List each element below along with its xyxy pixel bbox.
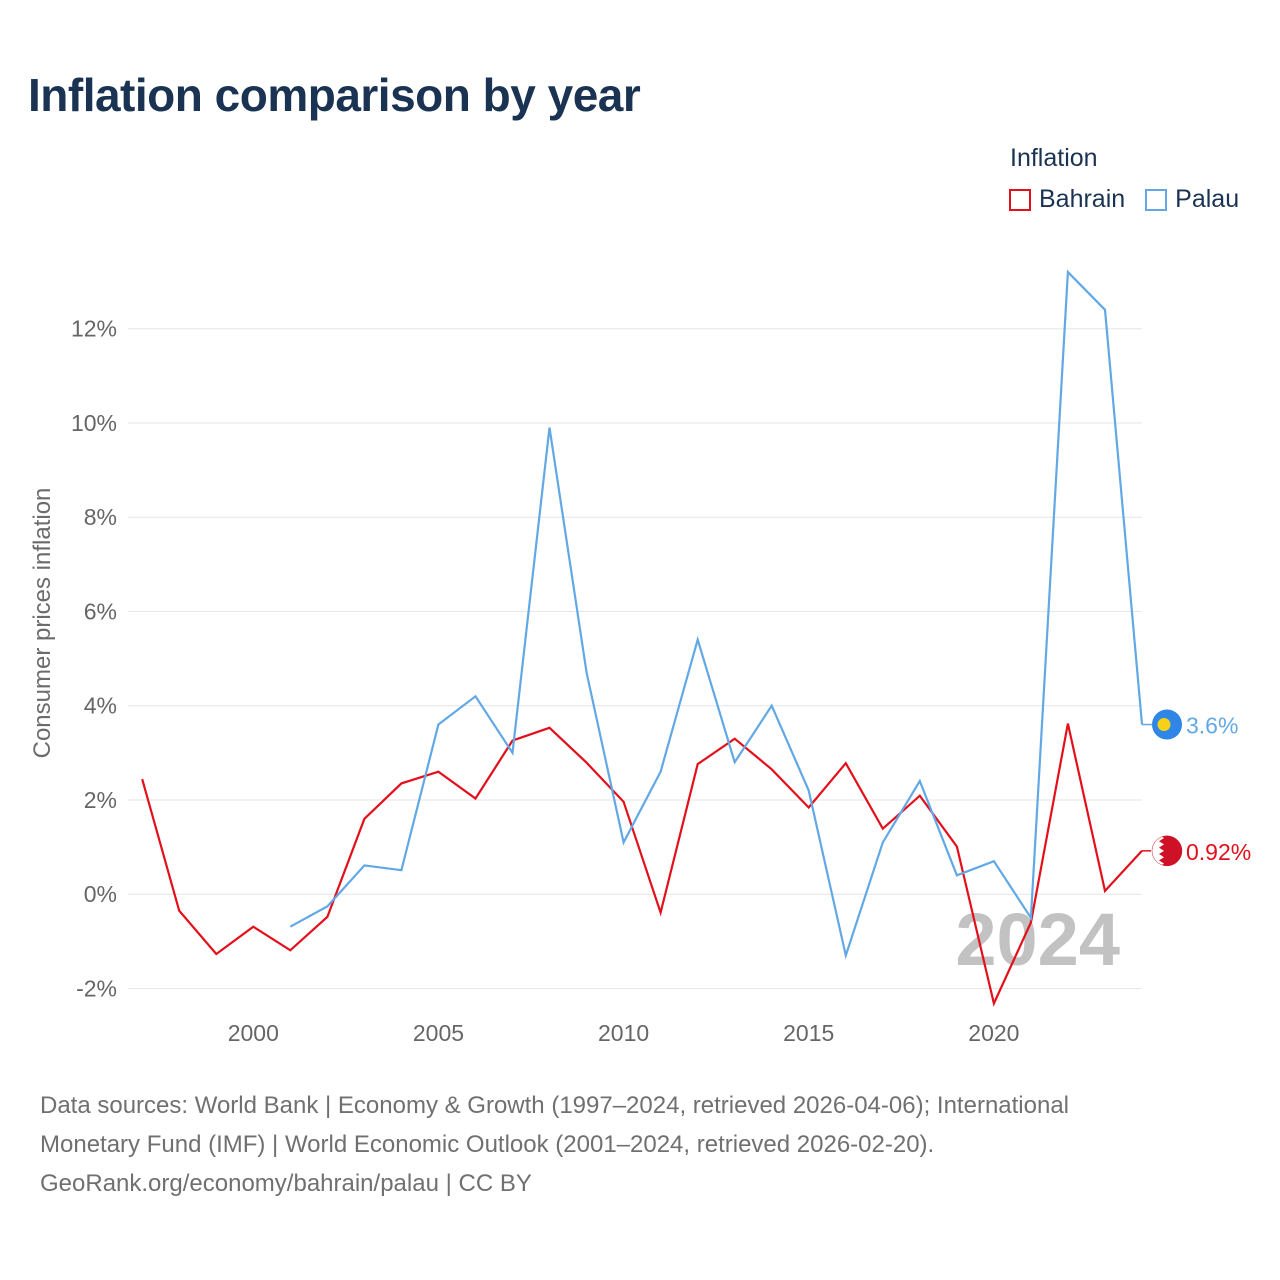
sources-line-3: GeoRank.org/economy/bahrain/palau | CC B… <box>40 1170 532 1197</box>
y-tick-label: 4% <box>84 693 117 719</box>
legend-swatch-palau <box>1145 188 1168 211</box>
legend-title: Inflation <box>1010 144 1098 172</box>
year-watermark: 2024 <box>955 898 1120 981</box>
x-tick-label: 2015 <box>783 1020 834 1046</box>
end-value-label-palau: 3.6% <box>1186 713 1238 739</box>
y-tick-label: 2% <box>84 787 117 813</box>
bahrain-flag-icon <box>1151 834 1183 867</box>
data-sources: Data sources: World Bank | Economy & Gro… <box>40 1086 1240 1203</box>
legend: Bahrain Palau <box>1009 185 1239 214</box>
y-tick-label: -2% <box>76 975 117 1001</box>
x-tick-label: 2020 <box>968 1020 1019 1046</box>
x-tick-label: 2000 <box>228 1020 279 1046</box>
palau-flag-icon <box>1152 709 1182 740</box>
chart-title: Inflation comparison by year <box>28 69 641 121</box>
y-axis-ticks: -2% 0% 2% 4% 6% 8% 10% 12% <box>71 316 117 1002</box>
y-tick-label: 8% <box>84 504 117 530</box>
series-lines <box>141 269 1144 1007</box>
y-tick-label: 0% <box>84 881 117 907</box>
legend-item-palau[interactable]: Palau <box>1145 185 1239 214</box>
legend-label-palau: Palau <box>1175 185 1240 213</box>
legend-swatch-bahrain <box>1009 188 1031 211</box>
y-tick-label: 10% <box>71 410 117 436</box>
y-axis-label: Consumer prices inflation <box>29 488 56 759</box>
y-tick-label: 12% <box>71 316 117 342</box>
legend-label-bahrain: Bahrain <box>1039 185 1126 213</box>
x-axis-ticks: 2000 2005 2010 2015 2020 <box>228 1020 1020 1046</box>
end-value-label-bahrain: 0.92% <box>1186 839 1251 865</box>
sources-line-2: Monetary Fund (IMF) | World Economic Out… <box>40 1131 935 1158</box>
sources-line-1: Data sources: World Bank | Economy & Gro… <box>40 1092 1070 1119</box>
series-line-palau[interactable] <box>289 269 1144 960</box>
series-line-bahrain[interactable] <box>141 723 1143 1007</box>
x-tick-label: 2005 <box>413 1020 464 1046</box>
series-end-markers: 0.92% 3.6% <box>1142 709 1251 867</box>
gridlines <box>128 328 1142 989</box>
legend-item-bahrain[interactable]: Bahrain <box>1009 185 1125 214</box>
y-tick-label: 6% <box>84 598 117 624</box>
line-chart: -2% 0% 2% 4% 6% 8% 10% 12% 2000 2005 2010 2015 2020… <box>29 269 1251 1046</box>
x-tick-label: 2010 <box>598 1020 649 1046</box>
